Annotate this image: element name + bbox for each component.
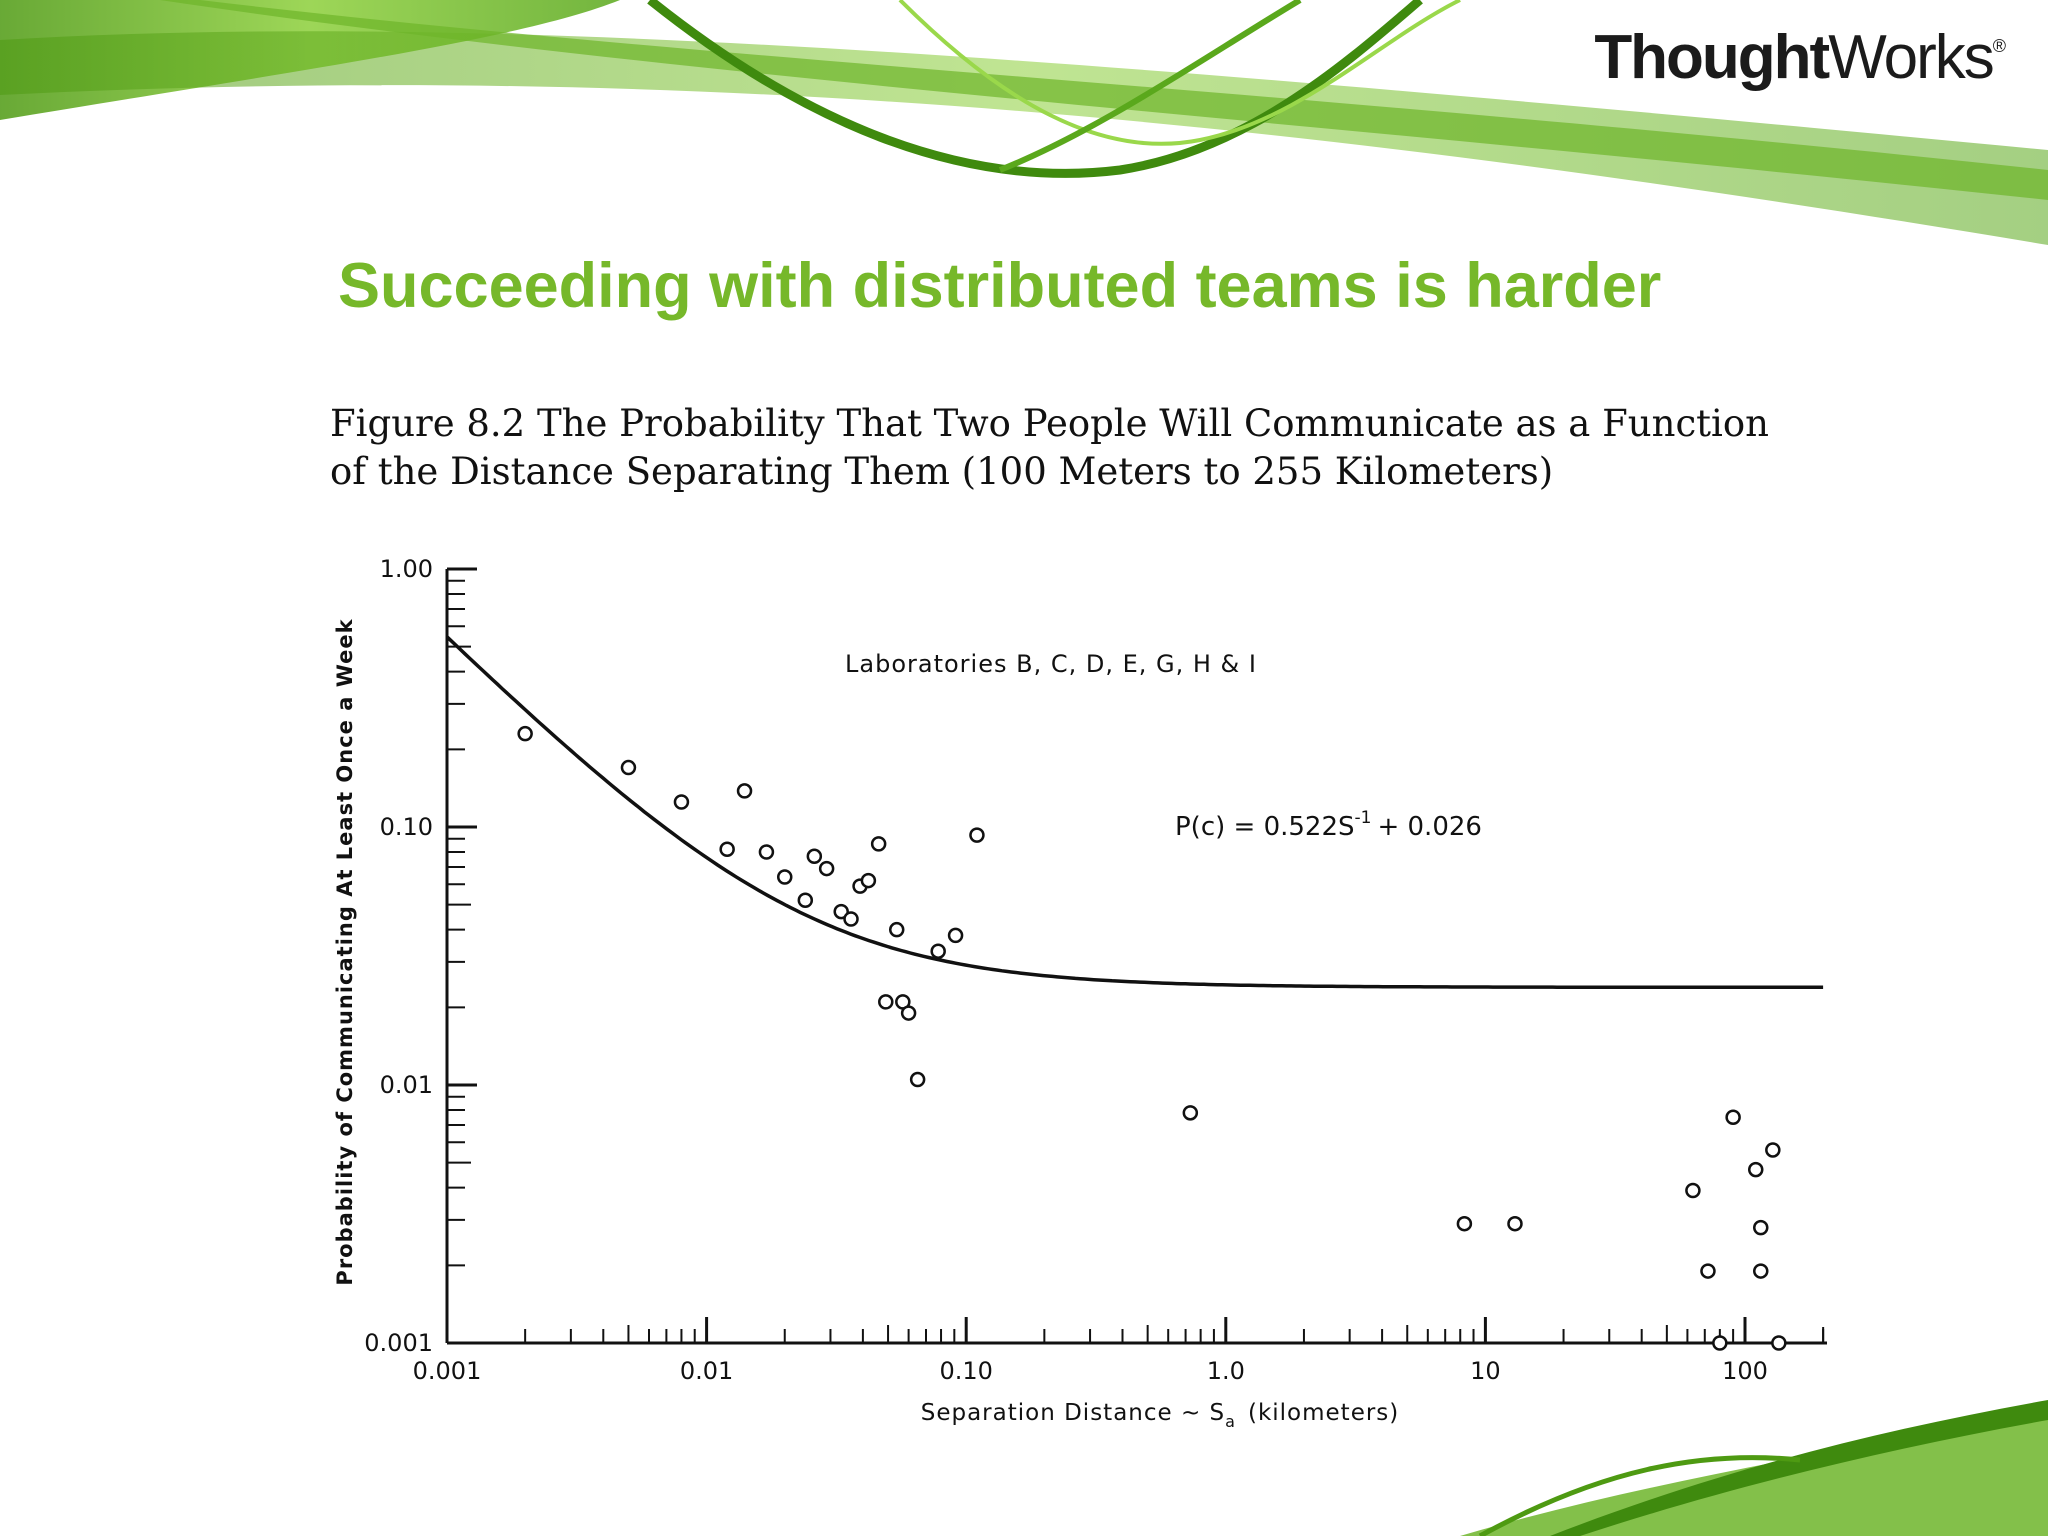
x-tick-label: 0.01: [680, 1357, 733, 1385]
data-point: [870, 836, 887, 852]
data-point: [1456, 1215, 1473, 1232]
y-tick-label: 1.00: [380, 555, 433, 583]
data-point: [797, 892, 814, 909]
data-point: [1765, 1142, 1781, 1158]
data-point: [888, 921, 905, 938]
fit-curve: [445, 635, 1824, 990]
data-point: [843, 911, 859, 927]
data-point: [1685, 1182, 1701, 1199]
fit-equation-exponent: -1: [1355, 808, 1372, 828]
logo-registered-mark: ®: [1992, 36, 2006, 56]
logo-light-text: Works: [1828, 23, 1995, 92]
chart-annotation: Laboratories B, C, D, E, G, H & I: [845, 650, 1257, 678]
data-point: [1725, 1109, 1741, 1125]
data-point: [930, 943, 946, 959]
data-point: [1700, 1263, 1716, 1279]
fit-equation: P(c) = 0.522S-1 + 0.026: [1175, 808, 1482, 842]
y-axis-label: Probability of Communicating At Least On…: [333, 618, 357, 1285]
data-point: [1771, 1335, 1787, 1351]
x-axis-label-prefix: Separation Distance ~ S: [921, 1400, 1225, 1426]
data-point: [909, 1071, 926, 1088]
data-point: [900, 1005, 917, 1021]
data-point: [1753, 1219, 1769, 1236]
slide-title: Succeeding with distributed teams is har…: [338, 251, 1662, 321]
decorative-swoosh-top: [0, 0, 2048, 245]
data-point: [969, 827, 985, 843]
figure-caption: Figure 8.2 The Probability That Two Peop…: [330, 400, 1850, 496]
data-point: [758, 844, 775, 860]
x-tick-label: 10: [1470, 1357, 1501, 1385]
x-axis-label-suffix: (kilometers): [1248, 1400, 1399, 1426]
figure-caption-line-1: Figure 8.2 The Probability That Two Peop…: [330, 402, 1769, 445]
chart-tick-labels: 0.001 0.01 0.10 1.0 10 100 0.001 0.01 0.10 1.00: [364, 555, 1768, 1385]
data-point: [1712, 1335, 1728, 1351]
data-point: [719, 841, 735, 857]
thoughtworks-logo: ThoughtWorks®: [1594, 22, 2006, 93]
figure-caption-line-2: of the Distance Separating Them (100 Met…: [330, 450, 1554, 493]
x-tick-label: 0.10: [939, 1357, 992, 1385]
data-point: [860, 872, 877, 889]
fit-equation-prefix: P(c) = 0.522S: [1175, 812, 1355, 842]
y-tick-label: 0.001: [364, 1329, 433, 1357]
data-point: [878, 994, 894, 1010]
data-point: [1182, 1105, 1199, 1121]
data-point: [776, 869, 793, 885]
data-point: [947, 927, 964, 944]
data-point: [833, 903, 849, 920]
logo-bold-text: Thought: [1594, 23, 1830, 92]
data-point: [736, 783, 753, 799]
x-tick-label: 1.0: [1207, 1357, 1245, 1385]
data-point: [1753, 1263, 1769, 1279]
fit-equation-suffix: + 0.026: [1377, 812, 1481, 842]
y-tick-label: 0.01: [380, 1071, 433, 1099]
data-point: [673, 794, 690, 810]
x-axis-label: Separation Distance ~ Sa (kilometers): [921, 1400, 1400, 1431]
data-point: [1747, 1161, 1764, 1178]
data-point: [1507, 1215, 1523, 1232]
x-tick-label: 0.001: [413, 1357, 482, 1385]
chart-axes: [445, 569, 1827, 1345]
y-tick-label: 0.10: [380, 813, 433, 841]
chart-ticks: [445, 567, 1825, 1345]
data-point: [806, 848, 823, 865]
data-point: [620, 759, 637, 776]
data-point: [818, 860, 835, 877]
data-point: [517, 725, 533, 742]
x-tick-label: 100: [1722, 1357, 1768, 1385]
data-points: [517, 725, 1787, 1351]
x-axis-label-subscript: a: [1225, 1412, 1236, 1431]
